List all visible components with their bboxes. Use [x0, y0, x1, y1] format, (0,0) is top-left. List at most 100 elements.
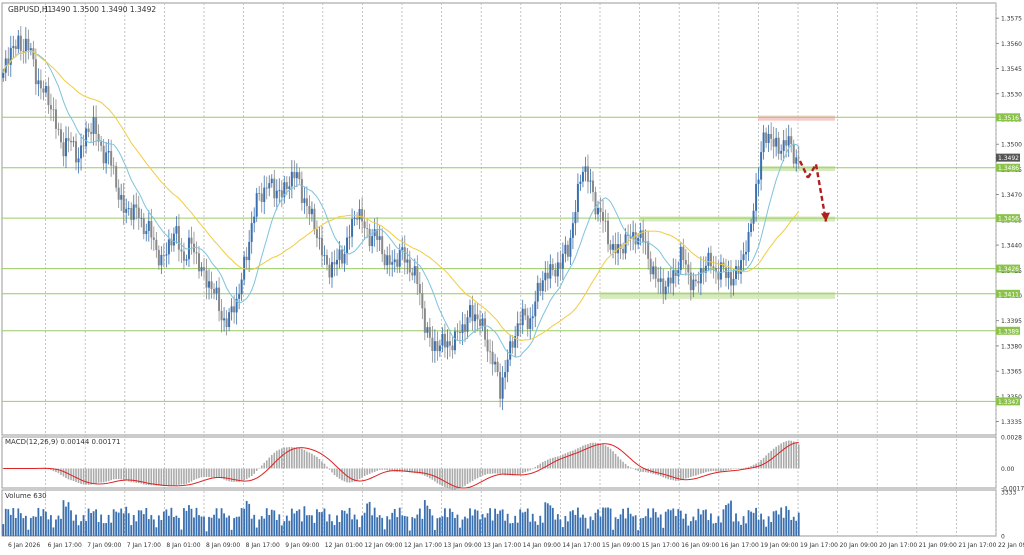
candle-body[interactable]: [228, 312, 231, 328]
candle-body[interactable]: [426, 327, 429, 333]
candle-body[interactable]: [674, 270, 677, 276]
candle-body[interactable]: [54, 109, 57, 129]
candle-body[interactable]: [735, 266, 738, 279]
candle-body[interactable]: [408, 259, 411, 273]
candle-body[interactable]: [368, 228, 371, 247]
candle-body[interactable]: [659, 278, 662, 282]
candle-body[interactable]: [469, 305, 472, 318]
candle-body[interactable]: [489, 351, 492, 353]
candle-body[interactable]: [346, 237, 349, 254]
candle-body[interactable]: [792, 143, 795, 164]
candle-body[interactable]: [305, 198, 308, 206]
candle-body[interactable]: [514, 336, 517, 348]
candle-body[interactable]: [451, 345, 454, 351]
candle-body[interactable]: [22, 50, 25, 52]
candle-body[interactable]: [546, 272, 549, 279]
candle-body[interactable]: [521, 308, 524, 326]
candle-body[interactable]: [418, 284, 421, 294]
candle-body[interactable]: [790, 136, 793, 144]
candle-body[interactable]: [328, 264, 331, 278]
candle-body[interactable]: [117, 187, 120, 200]
candle-body[interactable]: [24, 38, 27, 52]
candle-body[interactable]: [642, 230, 645, 243]
candle-body[interactable]: [293, 171, 296, 179]
candle-body[interactable]: [215, 287, 218, 294]
candle-body[interactable]: [120, 195, 123, 200]
candle-body[interactable]: [270, 178, 273, 184]
candle-body[interactable]: [195, 252, 198, 254]
candle-body[interactable]: [147, 220, 150, 231]
candle-body[interactable]: [29, 48, 32, 51]
candle-body[interactable]: [406, 259, 409, 263]
candle-body[interactable]: [782, 140, 785, 151]
candle-body[interactable]: [162, 254, 165, 256]
candle-body[interactable]: [19, 35, 22, 51]
candle-body[interactable]: [300, 179, 303, 203]
candle-body[interactable]: [714, 267, 717, 272]
candle-body[interactable]: [403, 247, 406, 263]
candle-body[interactable]: [44, 86, 47, 93]
candle-body[interactable]: [785, 140, 788, 146]
candle-body[interactable]: [107, 151, 110, 153]
candle-body[interactable]: [356, 217, 359, 220]
candle-body[interactable]: [323, 255, 326, 256]
candle-body[interactable]: [433, 341, 436, 351]
candle-body[interactable]: [634, 232, 637, 245]
candle-body[interactable]: [441, 333, 444, 346]
candle-body[interactable]: [102, 145, 105, 164]
candle-body[interactable]: [456, 331, 459, 333]
candle-body[interactable]: [343, 253, 346, 264]
candle-body[interactable]: [157, 249, 160, 266]
candle-body[interactable]: [479, 319, 482, 326]
candle-body[interactable]: [581, 171, 584, 182]
candle-body[interactable]: [755, 183, 758, 211]
candle-body[interactable]: [152, 237, 155, 240]
candle-body[interactable]: [255, 193, 258, 217]
candle-body[interactable]: [135, 204, 138, 208]
candle-body[interactable]: [75, 141, 78, 163]
candle-body[interactable]: [499, 371, 502, 399]
candle-body[interactable]: [315, 229, 318, 238]
candle-body[interactable]: [192, 243, 195, 253]
candle-body[interactable]: [39, 80, 42, 89]
candle-body[interactable]: [652, 266, 655, 275]
candle-body[interactable]: [732, 278, 735, 286]
candle-body[interactable]: [17, 35, 20, 49]
candle-body[interactable]: [265, 187, 268, 189]
candle-body[interactable]: [704, 265, 707, 273]
candle-body[interactable]: [280, 190, 283, 198]
candle-body[interactable]: [747, 231, 750, 252]
candle-body[interactable]: [602, 212, 605, 221]
candle-body[interactable]: [366, 228, 369, 230]
candle-body[interactable]: [72, 141, 75, 143]
candle-body[interactable]: [37, 80, 40, 85]
candle-body[interactable]: [2, 72, 5, 78]
candle-body[interactable]: [719, 262, 722, 280]
candle-body[interactable]: [391, 262, 394, 265]
candle-body[interactable]: [604, 220, 607, 222]
candle-body[interactable]: [200, 267, 203, 272]
candle-body[interactable]: [423, 308, 426, 333]
candle-body[interactable]: [504, 372, 507, 378]
candle-body[interactable]: [140, 218, 143, 219]
candle-body[interactable]: [657, 278, 660, 282]
candle-body[interactable]: [687, 264, 690, 273]
candle-body[interactable]: [516, 323, 519, 337]
candle-body[interactable]: [386, 255, 389, 266]
candle-body[interactable]: [14, 46, 17, 49]
candle-body[interactable]: [9, 47, 12, 65]
candle-body[interactable]: [777, 137, 780, 154]
candle-body[interactable]: [689, 272, 692, 291]
candle-body[interactable]: [458, 331, 461, 333]
candle-body[interactable]: [290, 171, 293, 187]
candle-body[interactable]: [253, 216, 256, 224]
candle-body[interactable]: [167, 239, 170, 255]
candle-body[interactable]: [250, 223, 253, 242]
candle-body[interactable]: [132, 204, 135, 220]
candle-body[interactable]: [210, 281, 213, 289]
candle-body[interactable]: [566, 244, 569, 257]
candle-body[interactable]: [787, 136, 790, 146]
candle-body[interactable]: [351, 218, 354, 237]
candle-body[interactable]: [155, 239, 158, 250]
candle-body[interactable]: [762, 132, 765, 153]
